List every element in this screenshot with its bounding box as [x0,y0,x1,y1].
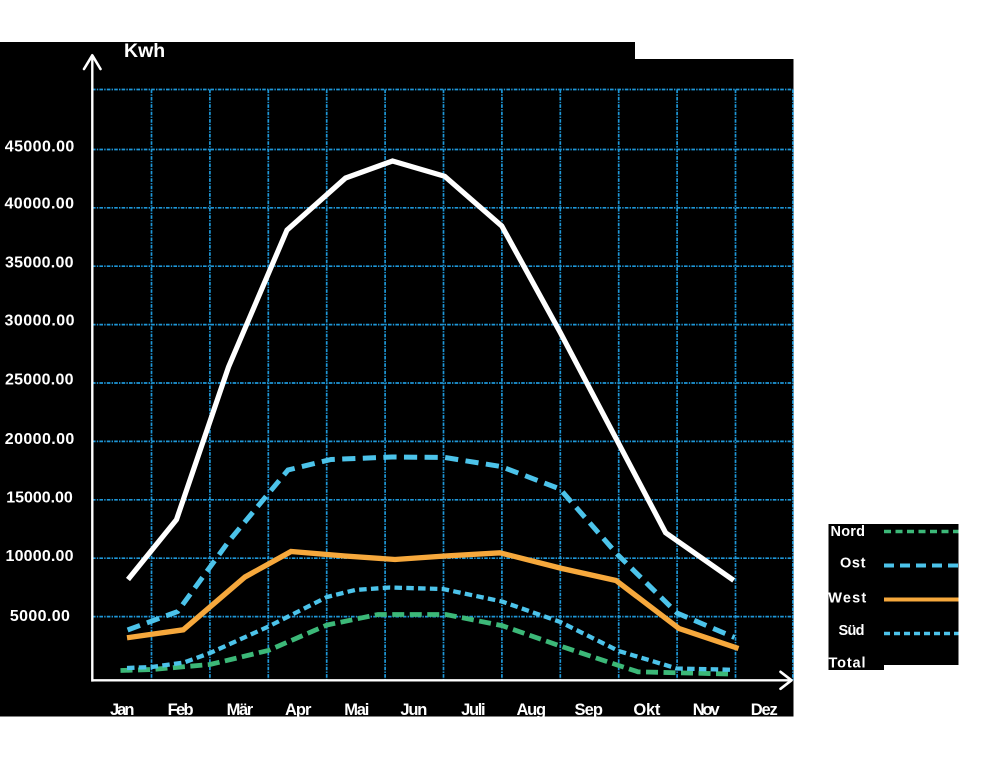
svg-text:25000.00: 25000.00 [5,372,74,389]
svg-text:Ost: Ost [840,556,866,572]
svg-text:Jan: Jan [110,701,135,719]
svg-text:45000.00: 45000.00 [5,138,75,155]
svg-text:5000.00: 5000.00 [10,608,70,625]
svg-text:Dez: Dez [751,701,778,719]
svg-text:Feb: Feb [168,701,194,719]
svg-text:20000.00: 20000.00 [5,431,75,448]
svg-text:Total: Total [829,656,866,672]
svg-text:35000.00: 35000.00 [5,255,74,272]
svg-text:Nord: Nord [831,524,866,540]
svg-text:Süd: Süd [839,623,865,639]
svg-text:West: West [828,590,866,606]
svg-text:Mär: Mär [227,701,254,719]
svg-text:Sep: Sep [574,701,603,719]
svg-text:Nov: Nov [693,701,721,719]
svg-text:Jun: Jun [400,701,427,719]
svg-text:30000.00: 30000.00 [5,312,75,329]
svg-text:10000.00: 10000.00 [6,548,74,565]
svg-text:Mai: Mai [344,701,369,719]
svg-text:Juli: Juli [461,701,486,719]
svg-text:40000.00: 40000.00 [5,196,75,213]
svg-text:Apr: Apr [285,701,312,719]
svg-text:15000.00: 15000.00 [6,490,73,507]
svg-text:Okt: Okt [633,701,661,719]
svg-text:Kwh: Kwh [124,40,165,62]
svg-text:Aug: Aug [517,701,547,719]
